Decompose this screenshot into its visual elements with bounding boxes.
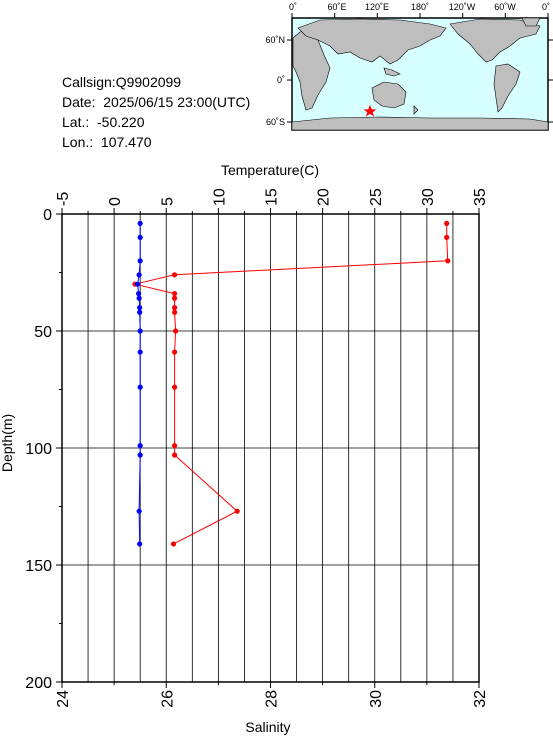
salinity-data-point (136, 290, 142, 297)
temperature-data-point (444, 220, 450, 226)
temperature-tick-label: -5 (55, 192, 72, 206)
salinity-data-point (134, 281, 141, 287)
temperature-tick-label: 0 (107, 197, 124, 206)
latitude-text: Lat.: -50.220 (62, 114, 145, 130)
temperature-tick-label: 10 (211, 188, 228, 206)
salinity-tick-label: 24 (55, 690, 72, 708)
temperature-data-point (171, 443, 178, 449)
temperature-axis: -5 0 5 10 15 20 25 30 35 (55, 188, 489, 214)
temperature-data-point (171, 290, 178, 297)
salinity-profile-line (137, 223, 141, 544)
salinity-data-point (137, 541, 143, 547)
temperature-data-point (171, 305, 178, 311)
salinity-data-point (137, 305, 143, 311)
depth-tick-label: 150 (25, 558, 52, 575)
temperature-data-point (171, 272, 178, 278)
temperature-data-point (173, 328, 179, 334)
temperature-data-point (171, 349, 178, 355)
salinity-data-point (137, 349, 143, 355)
temperature-tick-label: 25 (368, 188, 385, 206)
temperature-data-point (170, 541, 177, 547)
salinity-data-point (137, 384, 143, 390)
temperature-data-point (171, 295, 178, 301)
salinity-data-point (137, 443, 143, 449)
temperature-tick-label: 15 (264, 188, 281, 206)
temperature-data-point (171, 452, 178, 458)
date-text: Date: 2025/06/15 23:00(UTC) (62, 94, 251, 110)
temperature-tick-label: 35 (472, 188, 489, 206)
salinity-tick-label: 30 (368, 690, 385, 708)
salinity-data-point (137, 258, 143, 264)
temperature-tick-label: 5 (159, 197, 176, 206)
depth-tick-label: 100 (25, 441, 52, 458)
temperature-tick-label: 30 (420, 188, 437, 206)
depth-tick-label: 50 (34, 324, 52, 341)
salinity-data-point (137, 234, 143, 240)
temperature-data-point (171, 309, 178, 315)
station-info: Callsign:Q9902099 Date: 2025/06/15 23:00… (62, 72, 250, 152)
salinity-tick-label: 32 (472, 690, 489, 708)
chart-grid (62, 214, 479, 682)
salinity-data-point (136, 295, 142, 301)
salinity-data-point (137, 309, 143, 315)
series-layer (132, 220, 451, 547)
longitude-text: Lon.: 107.470 (62, 134, 152, 150)
temperature-data-point (234, 508, 240, 514)
callsign-text: Callsign:Q9902099 (62, 74, 182, 90)
depth-tick-label: 0 (43, 207, 52, 224)
salinity-data-point (137, 220, 143, 226)
salinity-axis: 24 26 28 30 32 (55, 682, 489, 708)
depth-tick-label: 200 (25, 675, 52, 692)
salinity-axis-label: Salinity (245, 719, 290, 735)
temperature-data-point (171, 384, 178, 390)
salinity-data-point (136, 508, 142, 514)
temperature-data-point (444, 234, 450, 240)
depth-axis: 0 50 100 150 200 (25, 207, 62, 692)
temperature-data-point (445, 258, 451, 264)
temperature-axis-label: Temperature(C) (221, 162, 319, 178)
salinity-data-point (136, 272, 142, 278)
salinity-tick-label: 26 (159, 690, 176, 708)
depth-axis-label: Depth(m) (0, 414, 15, 472)
salinity-data-point (137, 328, 143, 334)
salinity-data-point (137, 452, 143, 458)
temperature-tick-label: 20 (316, 188, 333, 206)
salinity-tick-label: 28 (264, 690, 281, 708)
